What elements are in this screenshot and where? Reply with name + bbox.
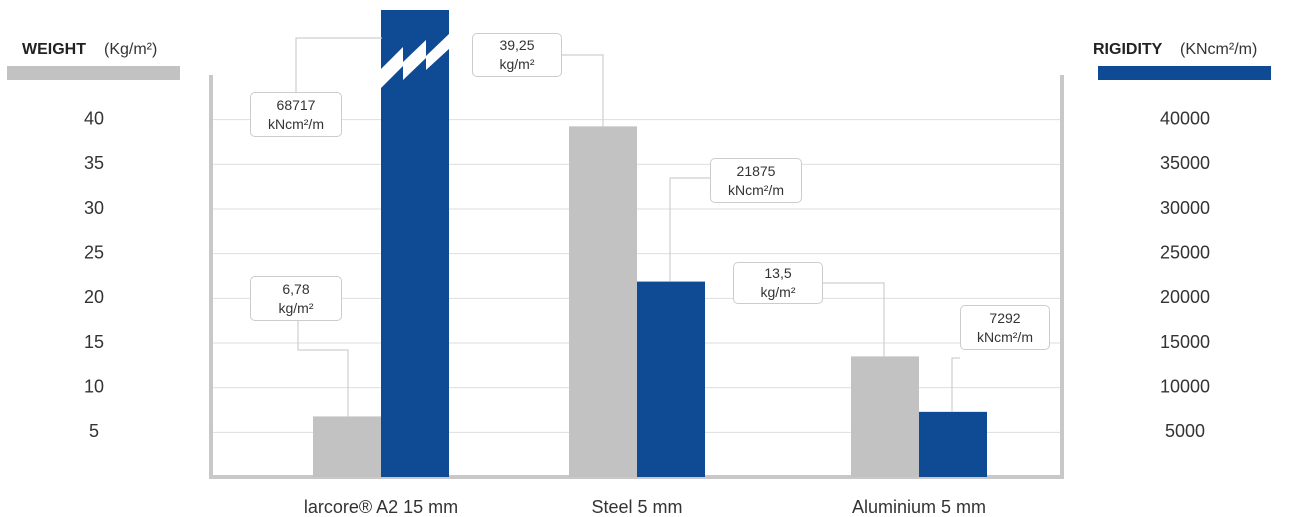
y-tick-label: 10 (84, 376, 104, 396)
value-label: 6,78 kg/m² (250, 276, 342, 321)
y2-tick-label: 20000 (1160, 287, 1210, 307)
value-label: 68717 kNcm²/m (250, 92, 342, 137)
y-axis-unit: (Kg/m²) (104, 41, 157, 58)
value-label-box: 21875 kNcm²/m (710, 158, 802, 203)
y2-tick-label: 15000 (1160, 332, 1210, 352)
value-label-box: 6,78 kg/m² (250, 276, 342, 321)
value-label: 13,5 kg/m² (733, 262, 823, 304)
bar (919, 411, 987, 477)
legend-swatch (1098, 66, 1271, 80)
value-label-box: 13,5 kg/m² (733, 262, 823, 304)
leader-line (295, 37, 382, 92)
leader-line (562, 54, 604, 127)
y2-tick-label: 10000 (1160, 376, 1210, 396)
value-label-box: 68717 kNcm²/m (250, 92, 342, 137)
y-tick-label: 25 (84, 242, 104, 262)
leader-line (951, 357, 960, 412)
legend-swatch (7, 66, 180, 80)
value-label-box: 7292 kNcm²/m (960, 305, 1050, 350)
y2-tick-label: 35000 (1160, 153, 1210, 173)
y2-tick-label: 25000 (1160, 242, 1210, 262)
y2-tick-label: 30000 (1160, 198, 1210, 218)
y-tick-label: 15 (84, 332, 104, 352)
y-tick-label: 5 (89, 421, 99, 441)
leader-line (297, 321, 349, 417)
y2-axis-title: RIGIDITY (1093, 41, 1163, 58)
bar (851, 356, 919, 477)
x-tick-label: larcore® A2 15 mm (304, 497, 458, 517)
y2-tick-label: 40000 (1160, 108, 1210, 128)
leader-line (669, 177, 710, 282)
y-axis-title: WEIGHT (22, 41, 86, 58)
value-label: 39,25 kg/m² (472, 33, 562, 77)
y-tick-label: 20 (84, 287, 104, 307)
y-tick-label: 30 (84, 198, 104, 218)
bar (637, 281, 705, 477)
value-label: 7292 kNcm²/m (960, 305, 1050, 350)
bar (569, 126, 637, 477)
leader-line (823, 282, 885, 357)
x-tick-label: Aluminium 5 mm (852, 497, 986, 517)
bar (313, 416, 381, 477)
axis-break (380, 33, 450, 89)
y-tick-label: 40 (84, 108, 104, 128)
value-label-box: 39,25 kg/m² (472, 33, 562, 77)
y-tick-label: 35 (84, 153, 104, 173)
bar (381, 10, 449, 478)
x-tick-label: Steel 5 mm (591, 497, 682, 517)
y2-tick-label: 5000 (1165, 421, 1205, 441)
y2-axis-unit: (KNcm²/m) (1180, 41, 1257, 58)
value-label: 21875 kNcm²/m (710, 158, 802, 203)
